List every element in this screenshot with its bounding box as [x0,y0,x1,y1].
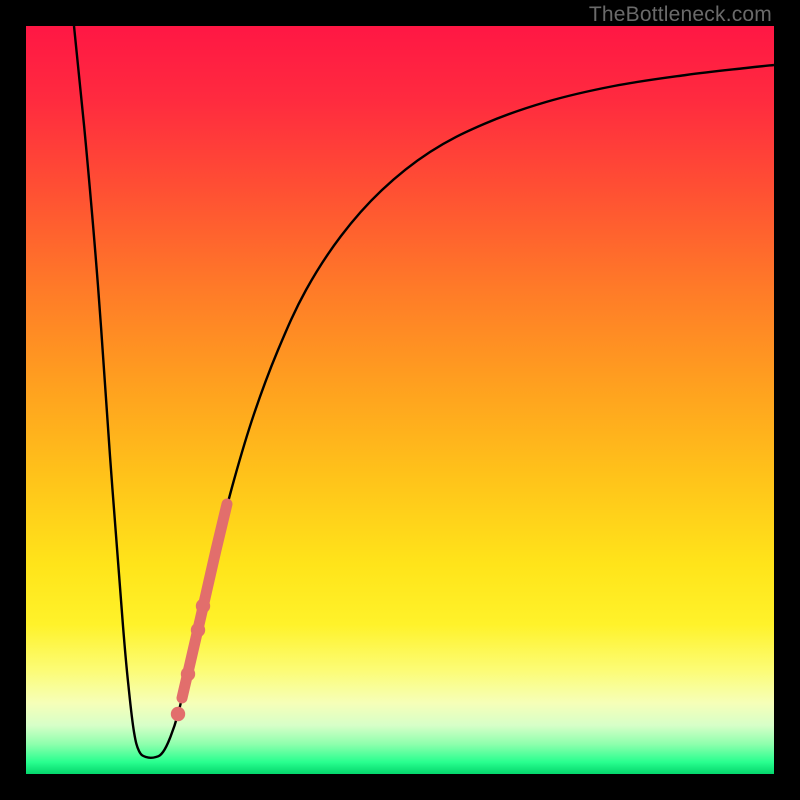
plot-area [26,26,774,774]
curve-layer [26,26,774,774]
bottleneck-curve [74,26,774,758]
marker-dot [196,599,210,613]
watermark-text: TheBottleneck.com [589,3,772,27]
marker-dot [181,667,195,681]
marker-dot [191,623,205,637]
chart-frame: TheBottleneck.com [0,0,800,800]
marker-dot [171,707,185,721]
